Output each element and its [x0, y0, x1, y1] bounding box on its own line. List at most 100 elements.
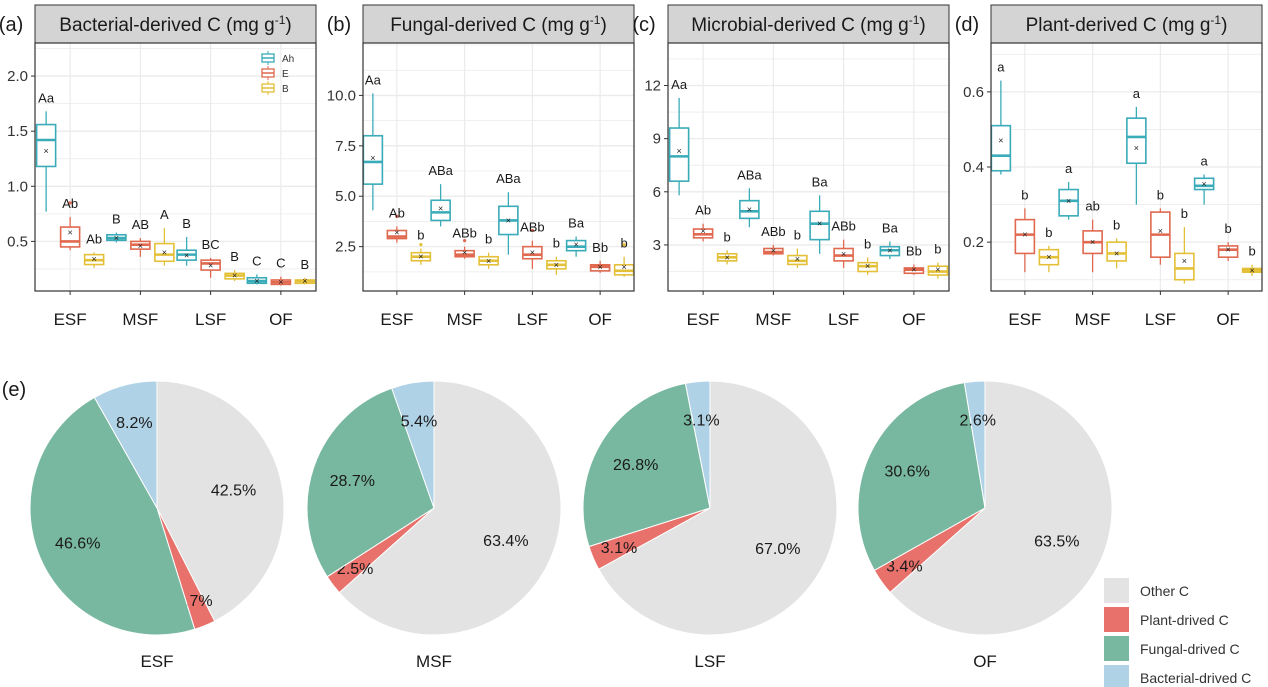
pie-ESF: 42.5%2.7%46.6%8.2%ESF [29, 380, 285, 671]
box-body [1058, 188, 1079, 217]
box-B-MSF: ×b [478, 232, 499, 269]
box-body [1174, 252, 1195, 281]
y-tick-label: 6 [653, 184, 661, 201]
x-tick-label: MSF [755, 310, 791, 329]
y-tick-label: 2.5 [335, 239, 356, 256]
legend-label: B [282, 84, 289, 95]
box-mean-marker: × [278, 277, 283, 287]
panel-title-text: Fungal-derived C (mg g [390, 15, 590, 36]
box-mean-marker: × [676, 146, 681, 156]
box-Ah-OF: ×a [1193, 154, 1215, 205]
legend-label: Other C [1140, 583, 1189, 599]
pie-slice-bacterial [93, 380, 158, 510]
box-mean-marker: × [1249, 265, 1254, 275]
box-letter-label: a [1201, 154, 1209, 169]
box-E-OF: ×C [270, 256, 292, 287]
box-mean-marker: × [1022, 230, 1027, 240]
box-letter-label: Ba [882, 220, 899, 235]
pie-slice-label-fungal: 28.7% [330, 473, 375, 490]
x-tick-label: LSF [195, 310, 226, 329]
box-mean-marker: × [817, 219, 822, 229]
box-letter-label: ABb [452, 226, 477, 241]
pie-slice-label-plant: 2.5% [337, 561, 373, 578]
box-letter-label: b [1225, 221, 1232, 236]
pie-slice-bacterial [963, 380, 986, 509]
box-body [809, 210, 830, 241]
panel-tag: (d) [955, 14, 979, 36]
box-letter-label: BC [202, 237, 220, 252]
box-mean-marker: × [724, 252, 729, 262]
box-letter-label: a [997, 60, 1005, 75]
box-letter-label: ABa [428, 163, 453, 178]
y-tick-label: 9 [653, 131, 661, 148]
legend-swatch-bacterial [1104, 665, 1129, 687]
box-body [668, 127, 690, 182]
box-body [1126, 117, 1147, 165]
box-letter-label: Ba [812, 174, 829, 189]
box-mean-marker: × [462, 248, 467, 258]
box-B-ESF: × Ab [83, 231, 105, 268]
box-mean-marker: × [418, 252, 423, 262]
pie-slice-label-other: 67.0% [755, 541, 800, 558]
x-tick-label: LSF [1145, 310, 1176, 329]
box-letter-label: Bb [592, 240, 608, 255]
pie-slice-fungal [306, 387, 435, 578]
box-B-LSF: ×b [1174, 206, 1195, 284]
box-mean-marker: × [232, 271, 237, 281]
pie-slice-other [156, 380, 285, 622]
legend-swatch-other [1104, 578, 1129, 603]
box-mean-marker: × [771, 245, 776, 255]
box-mean-marker: × [1090, 237, 1095, 247]
x-tick-label: MSF [1075, 310, 1111, 329]
box-B-OF: ×b [927, 242, 949, 279]
y-tick-label: 0.2 [963, 234, 984, 251]
box-letter-label: B [230, 249, 239, 264]
panel-title-sup: -1 [275, 13, 286, 27]
box-letter-label: b [1249, 244, 1256, 259]
panel-title-sup: -1 [909, 13, 920, 27]
y-tick-label: 0.5 [7, 233, 28, 250]
x-tick-label: ESF [54, 310, 87, 329]
box-body [1014, 218, 1036, 255]
legend-swatch-plant [1104, 607, 1129, 632]
box-letter-label: ABa [737, 167, 762, 182]
box-letter-label: a [1065, 161, 1073, 176]
box-body [1106, 241, 1127, 262]
box-letter-label: b [724, 229, 731, 244]
box-Ah-MSF: ×B [106, 212, 127, 243]
box-E-MSF: × ABb [452, 226, 477, 259]
box-letter-label: Ab [86, 231, 102, 246]
x-tick-label: ESF [380, 310, 413, 329]
y-tick-label: 1.5 [7, 123, 28, 140]
box-mean-marker: × [1225, 245, 1230, 255]
pie-slice-other [598, 380, 838, 636]
box-mean-marker: × [254, 276, 259, 286]
box-mean-marker: × [998, 136, 1003, 146]
box-mean-marker: × [865, 261, 870, 271]
pie-LSF: 67.0% 3.1% 26.8% 3.1% LSF [582, 380, 838, 671]
panel-title-text: Microbial-derived C (mg g [691, 15, 909, 36]
y-tick-label: 0.4 [963, 159, 984, 176]
box-Ah-MSF: × ABa [737, 167, 762, 228]
panel-strip [667, 4, 950, 44]
box-body [990, 124, 1012, 172]
box-B-ESF: ×b [1038, 225, 1060, 273]
plot-area [363, 43, 634, 291]
box-E-OF: × Bb [589, 240, 611, 273]
box-mean-marker: × [887, 245, 892, 255]
box-mean-marker: × [700, 226, 705, 236]
box-mean-marker: × [554, 260, 559, 270]
box-Ah-MSF: ×a [1058, 161, 1079, 220]
box-mean-marker: × [506, 215, 511, 225]
box-letter-label: B [112, 212, 121, 227]
x-tick-label: ESF [1008, 310, 1041, 329]
x-tick-label: ESF [687, 310, 720, 329]
box-letter-label: b [417, 228, 424, 243]
pie-OF: 63.5% 3.4% 30.6% 2.6% OF [857, 380, 1113, 671]
box-letter-label: Aa [38, 90, 55, 105]
box-mean-marker: × [184, 251, 189, 261]
box-mean-marker: × [162, 247, 167, 257]
pie-slice-label-fungal: 30.6% [884, 464, 929, 481]
x-tick-label: OF [1216, 310, 1240, 329]
box-E-ESF: × Ab [692, 203, 714, 242]
